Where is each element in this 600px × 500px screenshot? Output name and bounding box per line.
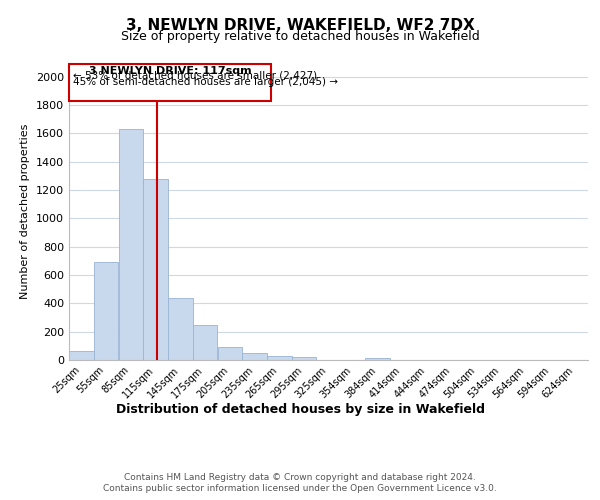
Bar (365, 358, 390, 360)
Bar (143, 178, 168, 360)
FancyBboxPatch shape (69, 64, 271, 101)
Bar (242, 353, 267, 360)
Bar (267, 356, 292, 360)
Text: Size of property relative to detached houses in Wakefield: Size of property relative to detached ho… (121, 30, 479, 43)
Text: Contains HM Land Registry data © Crown copyright and database right 2024.: Contains HM Land Registry data © Crown c… (124, 472, 476, 482)
Text: 3 NEWLYN DRIVE: 117sqm: 3 NEWLYN DRIVE: 117sqm (89, 66, 251, 76)
Text: Contains public sector information licensed under the Open Government Licence v3: Contains public sector information licen… (103, 484, 497, 493)
Text: 45% of semi-detached houses are larger (2,045) →: 45% of semi-detached houses are larger (… (73, 76, 338, 86)
Bar (69, 351, 94, 360)
Bar (218, 347, 242, 360)
Bar (193, 324, 217, 360)
Y-axis label: Number of detached properties: Number of detached properties (20, 124, 31, 299)
Text: 3, NEWLYN DRIVE, WAKEFIELD, WF2 7DX: 3, NEWLYN DRIVE, WAKEFIELD, WF2 7DX (125, 18, 475, 32)
Text: Distribution of detached houses by size in Wakefield: Distribution of detached houses by size … (115, 402, 485, 415)
Bar (168, 298, 193, 360)
Bar (94, 262, 118, 360)
Text: ← 53% of detached houses are smaller (2,427): ← 53% of detached houses are smaller (2,… (73, 71, 317, 81)
Bar (119, 129, 143, 360)
Bar (292, 357, 316, 360)
